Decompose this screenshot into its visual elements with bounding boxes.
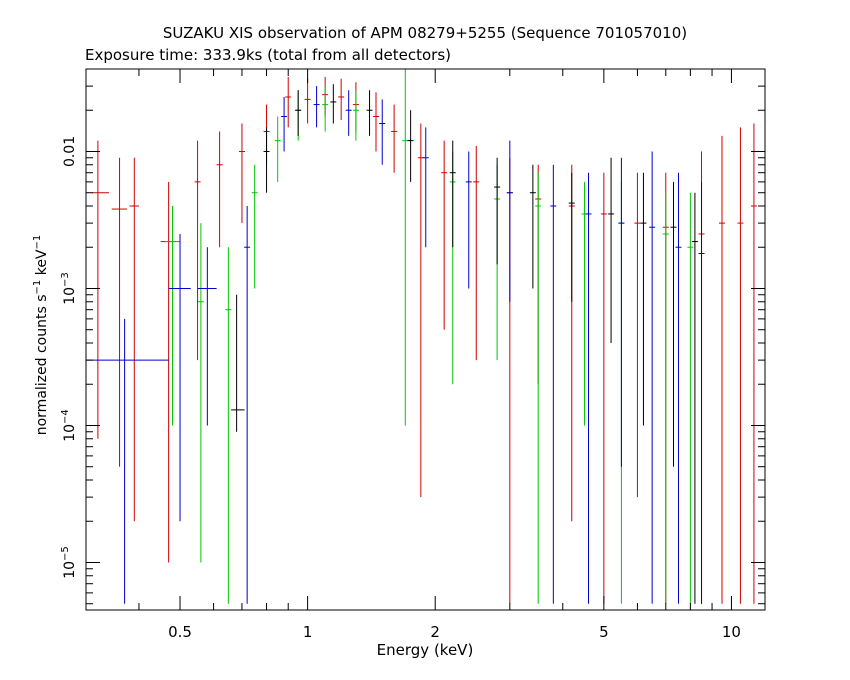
y-axis-label-sup1: −1: [32, 280, 43, 295]
y-tick-label-base-1: 10: [62, 287, 78, 305]
x-tick-label-3: 5: [599, 623, 609, 641]
x-tick-label-2: 2: [430, 623, 440, 641]
y-axis-label-main: normalized counts s: [34, 294, 50, 435]
chart-title: SUZAKU XIS observation of APM 08279+5255…: [163, 24, 687, 42]
y-tick-label-exp-1: −3: [60, 272, 71, 287]
y-tick-label-0: 0.01: [62, 136, 78, 167]
y-tick-label-2: 10−4: [60, 409, 78, 442]
y-axis-label-mid: keV: [34, 249, 50, 280]
x-axis-label: Energy (keV): [377, 641, 474, 659]
y-axis-label: normalized counts s−1 keV−1: [32, 235, 50, 436]
y-tick-label-base-2: 10: [62, 424, 78, 442]
x-tick-label-4: 10: [722, 623, 741, 641]
y-tick-label-3: 10−5: [60, 546, 78, 579]
y-tick-label-exp-2: −4: [60, 409, 71, 424]
data-layer: [86, 69, 757, 604]
y-axis-label-sup2: −1: [32, 235, 43, 250]
ticks-layer: [85, 68, 765, 610]
y-tick-label-1: 10−3: [60, 272, 78, 305]
plot-frame: [85, 68, 766, 611]
y-tick-label-exp-3: −5: [60, 546, 71, 561]
y-tick-label-base-3: 10: [62, 561, 78, 579]
x-tick-label-1: 1: [303, 623, 313, 641]
chart-subtitle: Exposure time: 333.9ks (total from all d…: [85, 46, 451, 64]
series-2: [86, 86, 705, 604]
x-tick-label-0: 0.5: [168, 623, 192, 641]
series-3: [231, 84, 698, 604]
